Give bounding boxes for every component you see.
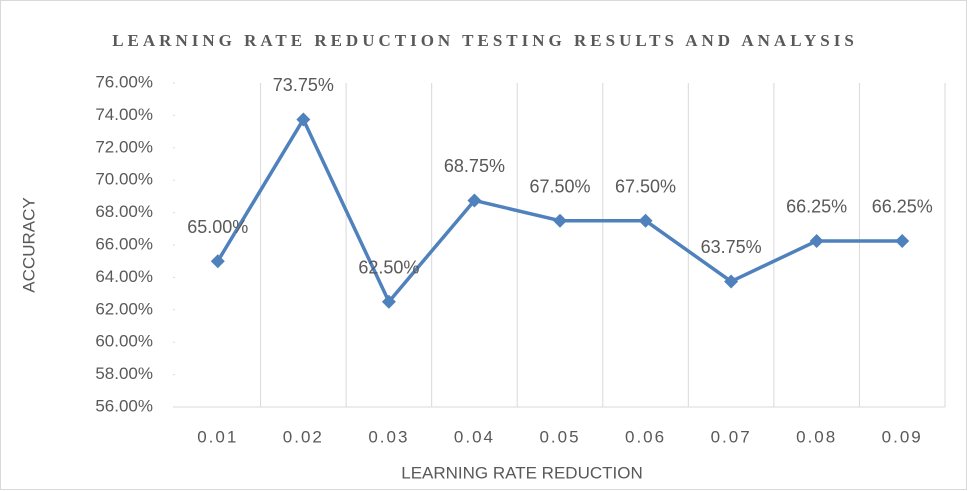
y-tick-label: 58.00% [95, 364, 153, 383]
x-tick-label: 0.05 [539, 427, 580, 446]
data-point [895, 233, 910, 248]
data-point [809, 233, 824, 248]
chart-title: LEARNING RATE REDUCTION TESTING RESULTS … [112, 31, 858, 50]
data-label: 66.25% [872, 197, 933, 217]
x-tick-label: 0.04 [454, 427, 495, 446]
data-point [381, 294, 396, 309]
y-tick-label: 72.00% [95, 137, 153, 156]
y-tick-label: 60.00% [95, 332, 153, 351]
data-label: 68.75% [444, 156, 505, 176]
data-point [467, 193, 482, 208]
y-tick-label: 66.00% [95, 234, 153, 253]
y-tick-label: 56.00% [95, 396, 153, 415]
data-point [553, 213, 567, 228]
x-tick-label: 0.07 [711, 427, 752, 446]
x-tick-label: 0.03 [368, 427, 409, 446]
data-point [210, 254, 225, 269]
y-tick-label: 64.00% [95, 267, 153, 286]
data-label: 67.50% [615, 176, 676, 196]
y-tick-label: 68.00% [95, 202, 153, 221]
x-tick-label: 0.02 [283, 427, 324, 446]
x-tick-label: 0.09 [882, 427, 923, 446]
data-point [638, 213, 653, 228]
data-label: 62.50% [358, 257, 419, 277]
y-tick-label: 76.00% [95, 72, 153, 91]
y-axis-label: ACCURACY [19, 197, 38, 292]
y-tick-label: 62.00% [95, 299, 153, 318]
x-tick-label: 0.08 [796, 427, 837, 446]
x-tick-label: 0.01 [197, 427, 238, 446]
x-axis-label: LEARNING RATE REDUCTION [401, 463, 643, 482]
x-tick-label: 0.06 [625, 427, 666, 446]
y-tick-label: 74.00% [95, 105, 153, 124]
data-label: 67.50% [529, 176, 590, 196]
data-point [724, 274, 739, 289]
data-label: 73.75% [273, 75, 334, 95]
data-point [296, 112, 311, 127]
data-label: 63.75% [701, 237, 762, 257]
data-label: 66.25% [786, 197, 847, 217]
data-label: 65.00% [187, 217, 248, 237]
y-tick-label: 70.00% [95, 170, 153, 189]
